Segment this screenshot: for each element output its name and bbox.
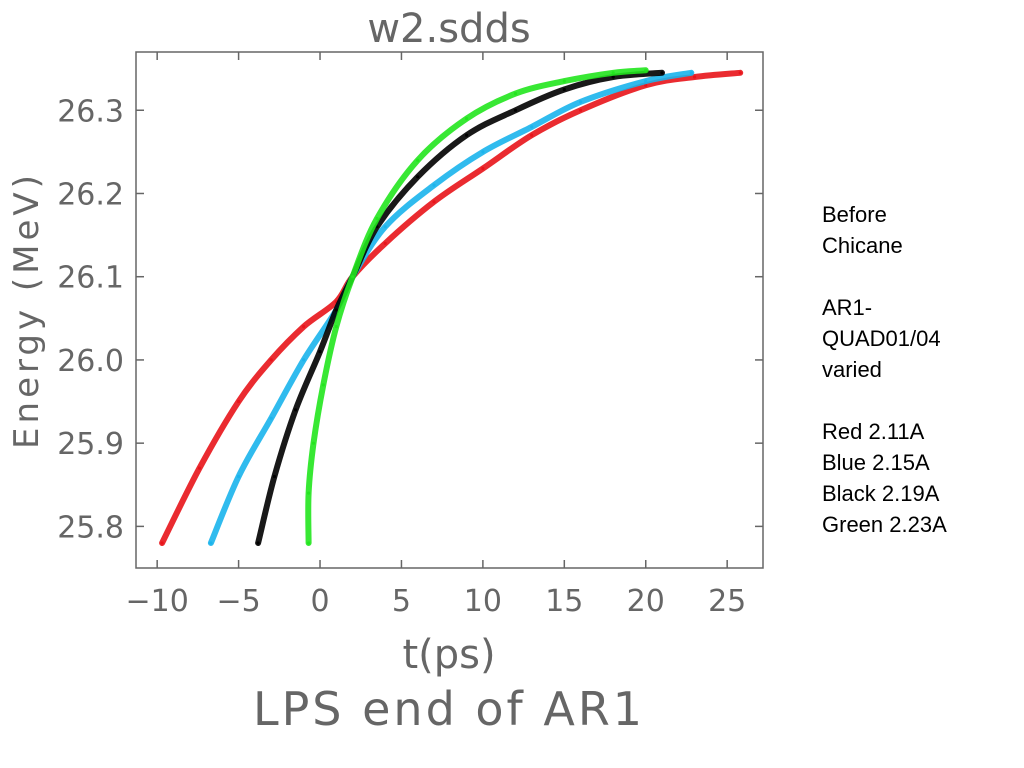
annotation-note: Before Chicane AR1- QUAD01/04 varied Red…	[822, 199, 1012, 540]
x-tick-label: −10	[126, 584, 189, 619]
x-tick-label: 0	[310, 584, 329, 619]
data-point-green	[465, 117, 469, 121]
data-point-red	[481, 166, 485, 171]
data-point-green	[334, 325, 338, 329]
note-line: AR1-	[822, 295, 873, 320]
data-point-green	[375, 216, 379, 221]
note-line: Before	[822, 202, 887, 227]
data-point-green	[321, 383, 325, 387]
y-axis: 25.8 25.9 26.0 26.1 26.2 26.3	[57, 94, 763, 545]
data-point-green	[311, 441, 316, 445]
data-point-black	[660, 71, 664, 75]
note-block-legend: Red 2.11A Blue 2.15A Black 2.19A Green 2…	[822, 416, 1012, 540]
data-point-red	[197, 466, 202, 470]
data-point-green	[562, 79, 566, 83]
data-point-blue	[269, 416, 273, 420]
y-axis-title: Energy (MeV)	[7, 171, 47, 449]
series-band-green	[305, 67, 649, 546]
x-tick-label: 5	[392, 584, 411, 619]
y-tick-label: 26.2	[57, 177, 124, 212]
data-point-red	[237, 399, 241, 404]
data-point-green	[513, 92, 518, 96]
x-tick-label: 25	[708, 584, 746, 619]
x-tick-label: −5	[216, 584, 260, 619]
data-point-black	[513, 108, 518, 112]
data-point-black	[416, 175, 420, 179]
plot-frame	[135, 51, 764, 569]
data-point-black	[465, 133, 469, 137]
data-point-black	[611, 75, 615, 79]
note-line: QUAD01/04	[822, 326, 941, 351]
data-point-blue	[302, 358, 306, 362]
data-point-red	[302, 325, 306, 329]
data-point-blue	[383, 225, 387, 229]
legend-entry-black: Black 2.19A	[822, 481, 940, 506]
data-point-red	[644, 83, 648, 87]
data-point-black	[562, 87, 566, 92]
legend-entry-red: Red 2.11A	[822, 419, 925, 444]
data-point-blue	[237, 474, 241, 479]
y-tick-label: 25.8	[57, 510, 124, 545]
y-tick-label: 26.3	[57, 94, 124, 129]
data-point-blue	[644, 79, 648, 83]
data-point-black	[272, 474, 276, 479]
data-point-red	[579, 108, 583, 112]
data-point-black	[256, 541, 260, 545]
y-tick-label: 26.1	[57, 261, 124, 296]
chart-title: w2.sdds	[367, 6, 530, 52]
data-point-green	[644, 68, 648, 72]
data-point-red	[530, 133, 534, 137]
data-point-red	[269, 358, 273, 362]
series-band-black	[255, 69, 665, 546]
data-point-blue	[530, 125, 534, 129]
data-point-green	[416, 158, 420, 162]
data-point-red	[383, 241, 387, 245]
data-point-green	[307, 491, 311, 495]
note-block-location: Before Chicane	[822, 199, 1012, 261]
x-tick-label: 15	[545, 584, 583, 619]
x-tick-label: 20	[627, 584, 665, 619]
data-point-red	[738, 71, 742, 75]
data-point-blue	[209, 541, 213, 545]
chart-footer-caption: LPS end of AR1	[253, 682, 645, 736]
legend-entry-green: Green 2.23A	[822, 512, 947, 537]
data-point-black	[318, 350, 322, 354]
data-point-blue	[481, 150, 485, 154]
x-axis-title: t(ps)	[402, 632, 495, 678]
x-axis: −10 −5 0 5 10 15 20 25	[126, 52, 746, 619]
note-line: Chicane	[822, 233, 903, 258]
data-point-red	[432, 200, 436, 204]
legend-entry-blue: Blue 2.15A	[822, 450, 930, 475]
data-point-red	[693, 75, 697, 79]
data-point-blue	[432, 183, 436, 187]
data-point-green	[611, 71, 615, 75]
data-point-green	[351, 275, 355, 279]
data-point-black	[294, 408, 298, 412]
note-line: varied	[822, 357, 882, 382]
series-layer	[159, 67, 744, 546]
note-block-varied: AR1- QUAD01/04 varied	[822, 292, 1012, 385]
y-tick-label: 25.9	[57, 427, 124, 462]
data-point-blue	[689, 71, 693, 75]
data-point-black	[334, 308, 338, 312]
x-tick-label: 10	[464, 584, 502, 619]
data-point-blue	[579, 100, 583, 104]
data-point-green	[307, 541, 311, 545]
data-point-red	[160, 541, 164, 545]
y-tick-label: 26.0	[57, 344, 124, 379]
